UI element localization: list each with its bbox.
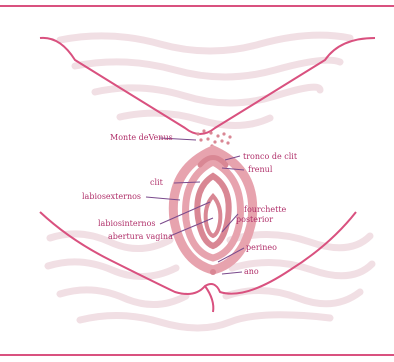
label-labios-internos: labiosinternos <box>98 219 156 228</box>
anus-dot <box>210 269 216 275</box>
label-abertura-vagina: abertura vagina <box>108 232 173 241</box>
label-fourchette-line2: posterior <box>236 215 273 224</box>
leader-lines <box>145 137 245 275</box>
clitoral-hood-shape <box>197 155 229 168</box>
label-anus: ano <box>244 267 259 276</box>
vulva-illustration <box>168 145 258 275</box>
gluteal-cleft <box>204 285 215 313</box>
label-frenulo: frenul <box>248 165 273 174</box>
labia-interna-shape <box>182 158 244 262</box>
label-labios-externos: labiosexternos <box>82 192 141 201</box>
label-monte-venus: Monte deVenus <box>110 133 173 142</box>
vaginal-opening-shape <box>203 193 223 239</box>
label-perineo: perineo <box>246 243 277 252</box>
vestibule-shape <box>194 172 232 250</box>
pubic-hair-marks <box>196 129 232 148</box>
label-fourchette-line1: fourchette <box>244 205 287 214</box>
upper-outline <box>39 36 376 135</box>
label-clitoris: clit <box>150 178 164 187</box>
label-tronco-clitoris: tronco de clit <box>243 152 298 161</box>
